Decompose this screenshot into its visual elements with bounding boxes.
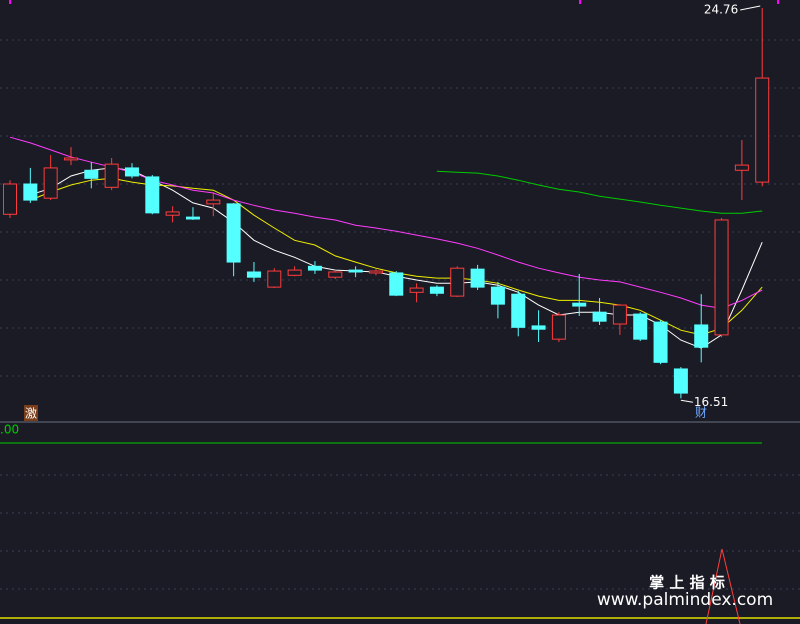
candle-body xyxy=(23,183,38,201)
candle-body xyxy=(612,304,627,325)
candle-body xyxy=(673,368,688,394)
ma-line xyxy=(9,136,763,309)
top-markers xyxy=(9,0,779,4)
candle-body xyxy=(287,269,302,276)
low-label: 16.51 xyxy=(694,395,728,409)
watermark-title: 掌 上 指 标 xyxy=(649,574,725,592)
candle-body xyxy=(511,293,526,328)
candle-body xyxy=(307,265,322,271)
tag-low: 财 xyxy=(695,406,707,420)
candle-body xyxy=(328,271,343,278)
candle-body xyxy=(755,77,770,183)
candle-body xyxy=(246,271,261,278)
candle-body xyxy=(551,314,566,340)
ma-line xyxy=(30,177,763,336)
indicator-signal xyxy=(705,548,741,624)
indicator-grid xyxy=(0,474,800,590)
candle-body xyxy=(84,169,99,179)
candle-body xyxy=(734,164,749,171)
watermark-url: www.palmindex.com xyxy=(597,590,773,610)
candle-body xyxy=(206,199,221,205)
candle-body xyxy=(694,324,709,348)
candle-body xyxy=(572,302,587,307)
indicator-label: .00 xyxy=(0,423,19,437)
candle-body xyxy=(124,167,139,177)
candle-body xyxy=(43,167,58,199)
candle-body xyxy=(165,211,180,216)
high-label: 24.76 xyxy=(704,3,738,17)
candle-body xyxy=(470,268,485,288)
candle-body xyxy=(145,176,160,214)
candle-body xyxy=(63,157,78,161)
candle-body xyxy=(633,313,648,340)
candle-body xyxy=(450,267,465,297)
moving-averages xyxy=(9,136,763,349)
candle-body xyxy=(3,183,17,215)
candle-body xyxy=(104,163,119,188)
candle-body xyxy=(714,219,729,336)
candle-body xyxy=(409,287,424,293)
ma-line xyxy=(30,167,763,349)
candle-body xyxy=(267,270,282,288)
tag-box xyxy=(24,405,38,421)
ma-line xyxy=(436,170,763,214)
candle-body xyxy=(531,325,546,330)
candle-body xyxy=(429,286,444,294)
candle-body xyxy=(490,286,505,305)
candle-body xyxy=(226,203,241,263)
candle-body xyxy=(389,272,404,296)
low-pointer xyxy=(680,399,693,403)
candles xyxy=(3,8,770,399)
candle-body xyxy=(348,269,363,273)
candle-body xyxy=(592,311,607,322)
candle-body xyxy=(185,216,200,220)
candle-body xyxy=(653,321,668,363)
candle-body xyxy=(368,270,383,274)
tag-left: 激 xyxy=(25,407,37,421)
high-pointer xyxy=(740,5,761,11)
